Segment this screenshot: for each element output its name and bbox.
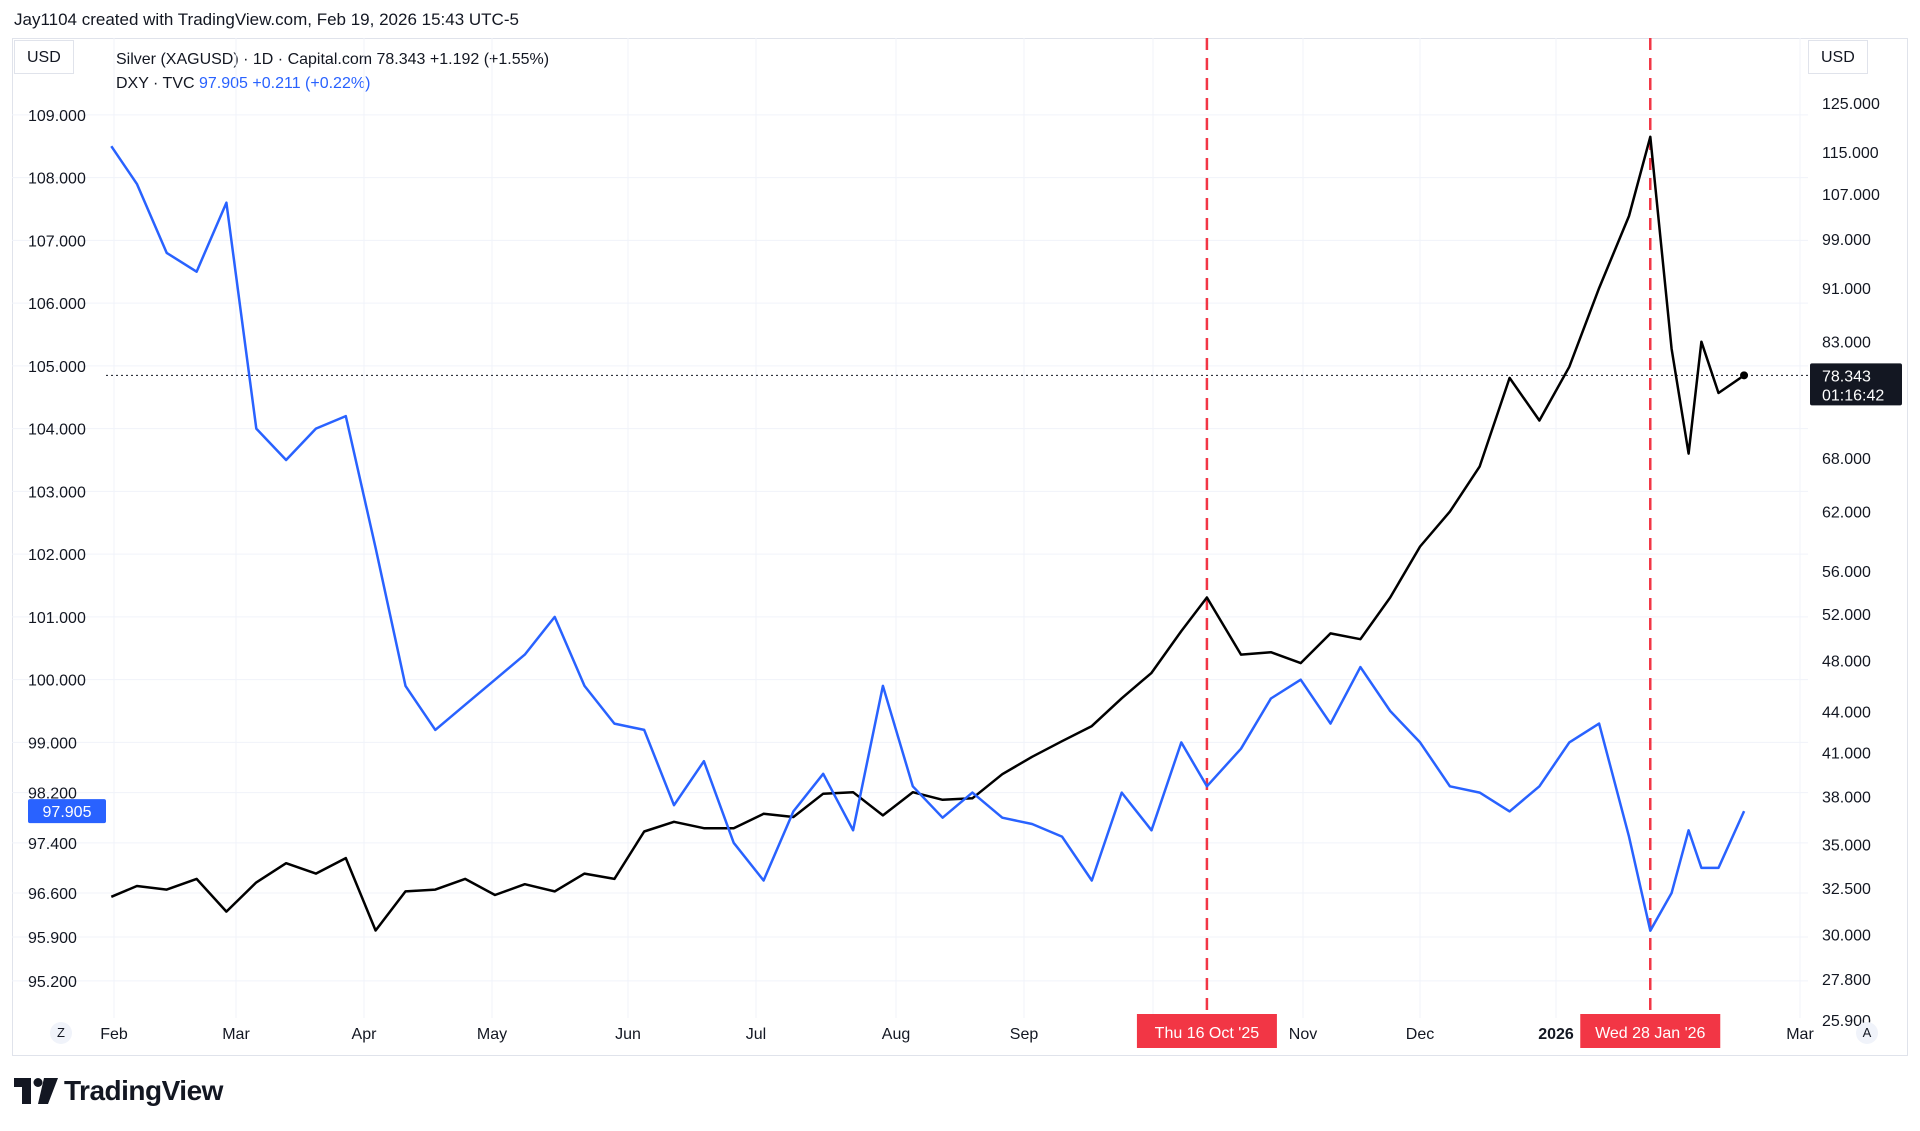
left-axis-tick-label: 108.000: [28, 171, 86, 188]
right-axis-tick-label: 35.000: [1822, 838, 1871, 855]
left-axis-tick-label: 102.000: [28, 547, 86, 564]
right-axis-tick-label: 62.000: [1822, 505, 1871, 522]
left-axis-tick-label: 103.000: [28, 484, 86, 501]
legend-silver-label: Silver (XAGUSD) · 1D · Capital.com: [116, 51, 373, 68]
right-currency-box[interactable]: USD: [1808, 40, 1868, 74]
x-axis-tick-label: Apr: [352, 1026, 378, 1043]
left-axis-tick-label: 97.400: [28, 836, 77, 853]
x-axis-tick-label: Mar: [1786, 1026, 1814, 1043]
tradingview-logo[interactable]: TradingView: [14, 1075, 223, 1107]
right-axis-tick-label: 27.800: [1822, 972, 1871, 989]
legend-silver-price: 78.343: [376, 51, 426, 68]
right-axis-tick-label: 48.000: [1822, 654, 1871, 671]
x-axis-tick-label: 2026: [1538, 1026, 1574, 1043]
silver-last-price-label: 78.343: [1822, 368, 1871, 385]
x-axis-tick-label: Dec: [1406, 1026, 1434, 1043]
left-currency-box[interactable]: USD: [14, 40, 74, 74]
legend-dxy-label: DXY · TVC: [116, 75, 195, 92]
left-axis-tick-label: 101.000: [28, 610, 86, 627]
right-axis-tick-label: 38.000: [1822, 790, 1871, 807]
left-axis-tick-label: 109.000: [28, 108, 86, 125]
left-axis-tick-label: 99.000: [28, 735, 77, 752]
x-axis-tick-label: Feb: [100, 1026, 128, 1043]
left-axis-tick-label: 98.200: [28, 786, 77, 803]
event-marker-badge: [1580, 1014, 1721, 1048]
tradingview-logo-icon: [14, 1078, 58, 1104]
right-axis-tick-label: 44.000: [1822, 704, 1871, 721]
x-axis-tick-label: Aug: [882, 1026, 910, 1043]
legend-silver-row[interactable]: Silver (XAGUSD) · 1D · Capital.com 78.34…: [116, 48, 549, 72]
right-axis-tick-label: 32.500: [1822, 881, 1871, 898]
x-axis-tick-label: May: [477, 1026, 507, 1043]
right-axis-tick-label: 41.000: [1822, 745, 1871, 762]
dxy-series-line[interactable]: [110, 145, 1746, 932]
chart-legend: Silver (XAGUSD) · 1D · Capital.com 78.34…: [116, 48, 549, 96]
right-axis-tick-label: 115.000: [1822, 145, 1879, 162]
left-axis-tick-label: 107.000: [28, 233, 86, 250]
event-marker-label: Wed 28 Jan '26: [1595, 1025, 1705, 1042]
dxy-last-price-label: 97.905: [43, 804, 92, 821]
x-axis-tick-label: Jun: [615, 1026, 641, 1043]
left-axis-tick-label: 95.200: [28, 974, 77, 991]
x-axis-tick-label: Mar: [222, 1026, 250, 1043]
z-button[interactable]: Z: [50, 1022, 72, 1044]
left-axis-tick-label: 105.000: [28, 359, 86, 376]
right-axis-tick-label: 30.000: [1822, 927, 1871, 944]
left-axis-tick-label: 95.900: [28, 930, 77, 947]
legend-dxy-change: +0.211 (+0.22%): [252, 75, 371, 92]
left-axis-tick-label: 104.000: [28, 422, 86, 439]
left-axis-tick-label: 96.600: [28, 886, 77, 903]
right-axis-tick-label: 91.000: [1822, 281, 1871, 298]
chart-frame[interactable]: [12, 38, 1908, 1056]
right-axis-tick-label: 125.000: [1822, 96, 1880, 113]
right-axis-tick-label: 68.000: [1822, 451, 1871, 468]
x-axis-tick-label: Nov: [1289, 1026, 1317, 1043]
right-axis-tick-label: 52.000: [1822, 607, 1871, 624]
watermark-top: Jay1104 created with TradingView.com, Fe…: [14, 10, 519, 29]
event-marker-badge: [1136, 1014, 1277, 1048]
event-marker-label: Thu 16 Oct '25: [1155, 1025, 1260, 1042]
left-axis-tick-label: 100.000: [28, 673, 86, 690]
auto-scale-button[interactable]: A: [1856, 1022, 1878, 1044]
tradingview-wordmark: TradingView: [64, 1075, 223, 1106]
right-axis-tick-label: 107.000: [1822, 187, 1880, 204]
silver-last-price-badge: [1810, 363, 1902, 406]
right-axis-tick-label: 99.000: [1822, 232, 1871, 249]
legend-silver-change: +1.192 (+1.55%): [429, 51, 550, 68]
silver-series-line[interactable]: [110, 135, 1745, 932]
right-axis-tick-label: 83.000: [1822, 335, 1871, 352]
x-axis-tick-label: Jul: [746, 1026, 766, 1043]
left-axis-tick-label: 106.000: [28, 296, 86, 313]
bar-countdown-label: 01:16:42: [1822, 387, 1884, 404]
right-axis-tick-label: 56.000: [1822, 564, 1871, 581]
silver-last-point: [1740, 371, 1749, 380]
dxy-last-price-badge: [28, 799, 106, 824]
x-axis-tick-label: Sep: [1010, 1026, 1039, 1043]
